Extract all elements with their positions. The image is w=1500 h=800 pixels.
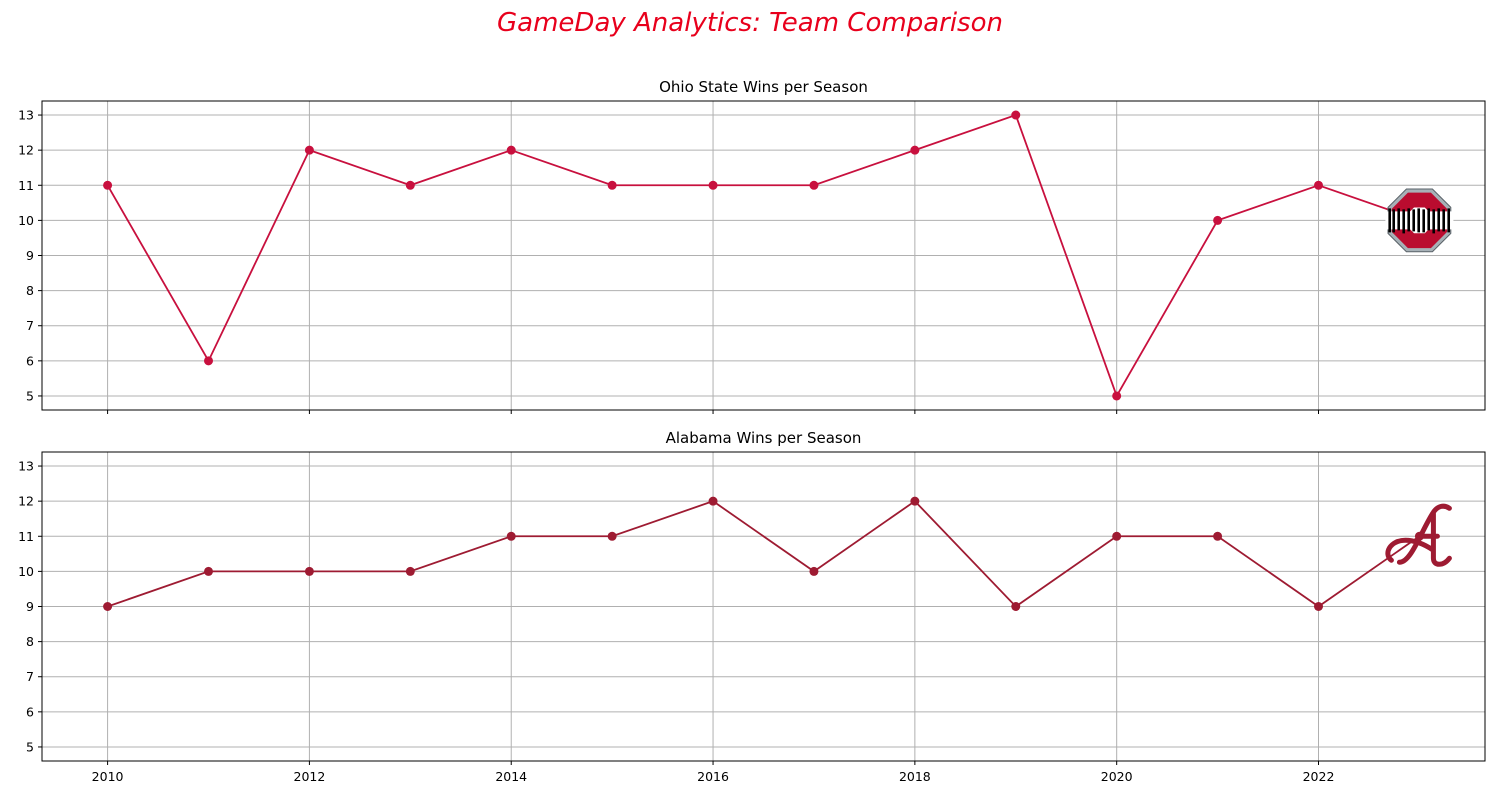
data-point: [708, 180, 718, 190]
x-tick-label: 2016: [697, 769, 729, 784]
data-point: [1213, 215, 1223, 225]
y-tick-label: 5: [26, 739, 34, 754]
x-tick-label: 2010: [92, 769, 124, 784]
data-point: [1314, 602, 1323, 611]
x-tick-label: 2022: [1303, 769, 1335, 784]
y-tick-label: 11: [18, 178, 34, 193]
y-tick-label: 10: [18, 564, 34, 579]
ohio-state-block-o-logo: [1385, 188, 1454, 253]
y-tick-label: 9: [26, 248, 34, 263]
ohio-state-axes: 5 6 7 8 9 10 11 12 13 Ohio State Wins per Season: [18, 78, 1486, 414]
series-line: [106, 113, 1420, 399]
y-tick-label: 7: [26, 318, 34, 333]
axes-title: Alabama Wins per Season: [666, 429, 862, 447]
data-point: [103, 180, 113, 190]
data-point: [204, 356, 213, 366]
y-tick-label: 10: [18, 213, 34, 228]
y-tick-label: 8: [26, 283, 34, 298]
data-point: [910, 145, 920, 155]
data-point: [1213, 531, 1223, 541]
figure-title: GameDay Analytics: Team Comparison: [497, 8, 1003, 38]
x-tick-label: 2020: [1101, 769, 1133, 784]
axes-title: Ohio State Wins per Season: [659, 78, 868, 96]
alabama-script-a-logo: [1385, 503, 1452, 567]
data-point: [304, 566, 314, 576]
data-point: [204, 566, 213, 576]
y-tick-label: 9: [26, 599, 34, 614]
x-tick-label: 2014: [495, 769, 527, 784]
data-point: [506, 531, 516, 541]
y-tick-label: 11: [18, 529, 34, 544]
x-tick-label: 2018: [899, 769, 931, 784]
data-point: [1112, 531, 1122, 541]
data-point: [1112, 391, 1122, 401]
x-tick-label: 2012: [294, 769, 326, 784]
data-point: [809, 180, 819, 190]
y-tick-label: 6: [26, 704, 34, 719]
data-point: [607, 180, 617, 190]
data-point: [1314, 180, 1323, 190]
data-point: [1011, 110, 1021, 120]
y-tick-label: 8: [26, 634, 34, 649]
y-tick-label: 6: [26, 353, 34, 368]
y-tick-label: 7: [26, 669, 34, 684]
data-point: [506, 145, 516, 155]
data-point: [910, 496, 920, 506]
data-point: [304, 145, 314, 155]
alabama-axes: 5 6 7 8 9 10 11 12 13 2010 2012 2014 2016 2018 2020 202…: [18, 429, 1486, 784]
data-point: [103, 602, 113, 611]
data-point: [405, 566, 415, 576]
y-tick-label: 12: [18, 143, 34, 158]
data-point: [1011, 602, 1021, 611]
y-tick-label: 12: [18, 494, 34, 509]
y-tick-label: 5: [26, 388, 34, 403]
series-line: [107, 499, 1420, 608]
data-point: [809, 566, 819, 576]
data-point: [708, 496, 718, 506]
data-point: [607, 531, 617, 541]
data-point: [405, 180, 415, 190]
y-tick-label: 13: [18, 108, 34, 123]
y-tick-label: 13: [18, 459, 34, 474]
